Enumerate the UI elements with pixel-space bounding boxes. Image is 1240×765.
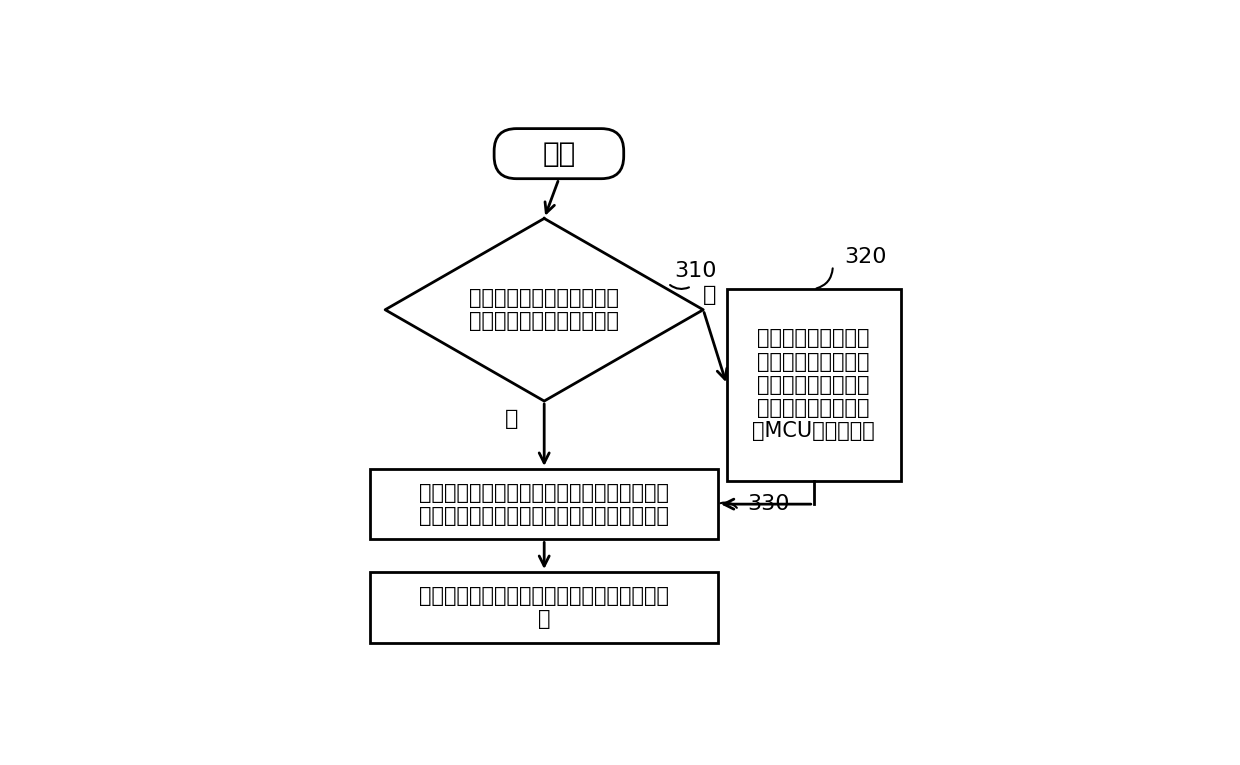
Text: 硬件层的芯片引导程
序启动主控芯片初始
程序，引导应用层和
板级支持包层写入主
控MCU安全芯片中: 硬件层的芯片引导程 序启动主控芯片初始 程序，引导应用层和 板级支持包层写入主 … (753, 328, 875, 441)
Text: 330: 330 (748, 494, 790, 514)
Text: 芯片引导程序默认启动应用引导程序，由应用
引导程序加载并启动应用固件和板级支持包层: 芯片引导程序默认启动应用引导程序，由应用 引导程序加载并启动应用固件和板级支持包… (419, 483, 670, 526)
Text: 310: 310 (673, 262, 717, 282)
Bar (371, 469, 718, 539)
Text: 是: 是 (505, 409, 518, 428)
FancyBboxPatch shape (494, 129, 624, 179)
Text: 实现应用层、板级支持包层和硬件层的通讯连
接: 实现应用层、板级支持包层和硬件层的通讯连 接 (419, 586, 670, 629)
Polygon shape (386, 219, 703, 401)
Text: 320: 320 (844, 247, 887, 267)
Bar (727, 289, 900, 480)
Text: 开始: 开始 (542, 140, 575, 168)
Text: 开票系统启动，检测应用层
的应用引导程序是否已加载: 开票系统启动，检测应用层 的应用引导程序是否已加载 (469, 288, 619, 331)
Bar (371, 572, 718, 643)
Text: 否: 否 (702, 285, 715, 305)
